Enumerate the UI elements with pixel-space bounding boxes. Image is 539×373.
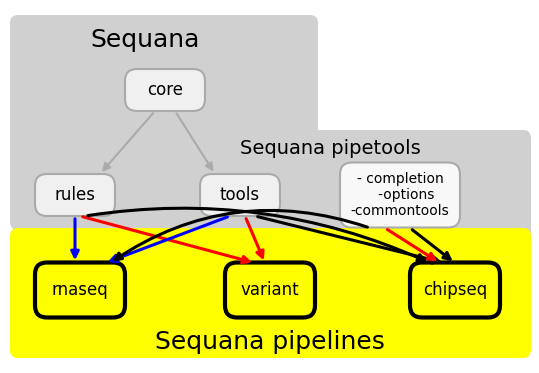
Text: Sequana pipetools: Sequana pipetools	[240, 138, 420, 157]
Text: Sequana: Sequana	[91, 28, 199, 52]
Text: Sequana pipelines: Sequana pipelines	[155, 330, 385, 354]
FancyBboxPatch shape	[225, 263, 315, 317]
FancyBboxPatch shape	[293, 130, 531, 305]
Text: chipseq: chipseq	[423, 281, 487, 299]
Text: variant: variant	[241, 281, 299, 299]
FancyBboxPatch shape	[10, 228, 531, 358]
FancyBboxPatch shape	[340, 163, 460, 228]
Text: - completion
   -options
-commontools: - completion -options -commontools	[351, 172, 450, 218]
FancyBboxPatch shape	[200, 174, 280, 216]
FancyBboxPatch shape	[410, 263, 500, 317]
FancyBboxPatch shape	[10, 15, 318, 230]
Text: rules: rules	[54, 186, 95, 204]
Text: rnaseq: rnaseq	[52, 281, 108, 299]
Text: tools: tools	[220, 186, 260, 204]
Text: core: core	[147, 81, 183, 99]
FancyBboxPatch shape	[125, 69, 205, 111]
FancyBboxPatch shape	[35, 174, 115, 216]
FancyBboxPatch shape	[35, 263, 125, 317]
